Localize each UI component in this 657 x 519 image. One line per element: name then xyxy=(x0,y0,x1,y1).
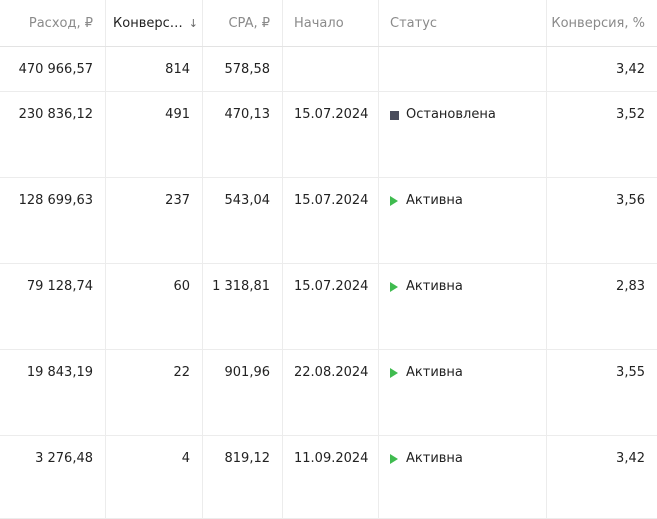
status-label: Активна xyxy=(406,193,463,208)
cell-cpa: 901,96 xyxy=(224,365,271,380)
stop-icon xyxy=(390,110,399,120)
cell-conversions: 22 xyxy=(173,365,190,380)
header-divider xyxy=(0,46,657,47)
column-divider xyxy=(202,0,203,519)
column-divider xyxy=(546,0,547,519)
cell-status xyxy=(378,47,546,91)
cell-spend: 19 843,19 xyxy=(26,365,93,380)
cell-conversion-rate: 2,83 xyxy=(616,279,645,294)
cell-spend: 470 966,57 xyxy=(18,62,93,77)
header-spend[interactable]: Расход, ₽ xyxy=(28,16,93,31)
status-badge: Активна xyxy=(390,365,463,381)
table-row[interactable]: 230 836,12 491 470,13 15.07.2024 Остановлена… xyxy=(0,92,657,178)
column-divider xyxy=(378,0,379,519)
status-badge: Активна xyxy=(390,279,463,295)
cell-spend: 79 128,74 xyxy=(26,279,93,294)
arrow-down-icon: ↓ xyxy=(188,17,198,30)
play-icon xyxy=(390,368,398,378)
header-conversion-rate[interactable]: Конверсия, % xyxy=(551,16,645,31)
header-status[interactable]: Статус xyxy=(390,16,438,31)
header-conversions[interactable]: Конверс… ↓ xyxy=(105,0,202,46)
cell-status: Активна xyxy=(378,436,546,518)
cell-conversions: 491 xyxy=(165,107,190,122)
header-cpa[interactable]: CPA, ₽ xyxy=(228,16,270,31)
table-header: Расход, ₽ Конверс… ↓ CPA, ₽ Начало Статус… xyxy=(0,0,657,47)
cell-cpa: 819,12 xyxy=(224,451,271,466)
status-label: Активна xyxy=(406,451,463,466)
play-icon xyxy=(390,454,398,464)
cell-conversion-rate: 3,42 xyxy=(616,451,645,466)
cell-conversions: 237 xyxy=(165,193,190,208)
cell-conversions: 4 xyxy=(181,451,190,466)
cell-cpa: 578,58 xyxy=(224,62,271,77)
status-label: Остановлена xyxy=(406,107,496,122)
cell-spend: 230 836,12 xyxy=(18,107,93,122)
cell-conversions: 60 xyxy=(173,279,190,294)
status-badge: Остановлена xyxy=(390,107,496,123)
header-conversions-label: Конверс… xyxy=(113,16,183,31)
cell-spend: 128 699,63 xyxy=(18,193,93,208)
status-label: Активна xyxy=(406,365,463,380)
status-badge: Активна xyxy=(390,193,463,209)
table-row[interactable]: 79 128,74 60 1 318,81 15.07.2024 Активна 2,83 xyxy=(0,264,657,350)
cell-start-date: 22.08.2024 xyxy=(294,365,369,380)
cell-cpa: 543,04 xyxy=(224,193,271,208)
cell-cpa: 1 318,81 xyxy=(212,279,270,294)
cell-conversion-rate: 3,42 xyxy=(616,62,645,77)
table-row[interactable]: 128 699,63 237 543,04 15.07.2024 Активна 3,56 xyxy=(0,178,657,264)
status-badge: Активна xyxy=(390,451,463,467)
cell-conversions: 814 xyxy=(165,62,190,77)
column-divider xyxy=(282,0,283,519)
cell-start-date: 15.07.2024 xyxy=(294,279,369,294)
play-icon xyxy=(390,282,398,292)
status-label: Активна xyxy=(406,279,463,294)
play-icon xyxy=(390,196,398,206)
cell-status: Активна xyxy=(378,350,546,435)
cell-status: Активна xyxy=(378,178,546,263)
cell-start-date: 15.07.2024 xyxy=(294,107,369,122)
table-row[interactable]: 19 843,19 22 901,96 22.08.2024 Активна 3,55 xyxy=(0,350,657,436)
table-row[interactable]: 3 276,48 4 819,12 11.09.2024 Активна 3,42 xyxy=(0,436,657,519)
column-divider xyxy=(105,0,106,519)
cell-conversion-rate: 3,56 xyxy=(616,193,645,208)
header-start[interactable]: Начало xyxy=(294,16,344,31)
cell-conversion-rate: 3,52 xyxy=(616,107,645,122)
cell-status: Активна xyxy=(378,264,546,349)
cell-start-date: 11.09.2024 xyxy=(294,451,369,466)
cell-status: Остановлена xyxy=(378,92,546,177)
cell-conversion-rate: 3,55 xyxy=(616,365,645,380)
cell-spend: 3 276,48 xyxy=(35,451,93,466)
table-row[interactable]: 470 966,57 814 578,58 3,42 xyxy=(0,47,657,92)
cell-start-date xyxy=(282,47,378,91)
cell-cpa: 470,13 xyxy=(224,107,271,122)
cell-start-date: 15.07.2024 xyxy=(294,193,369,208)
